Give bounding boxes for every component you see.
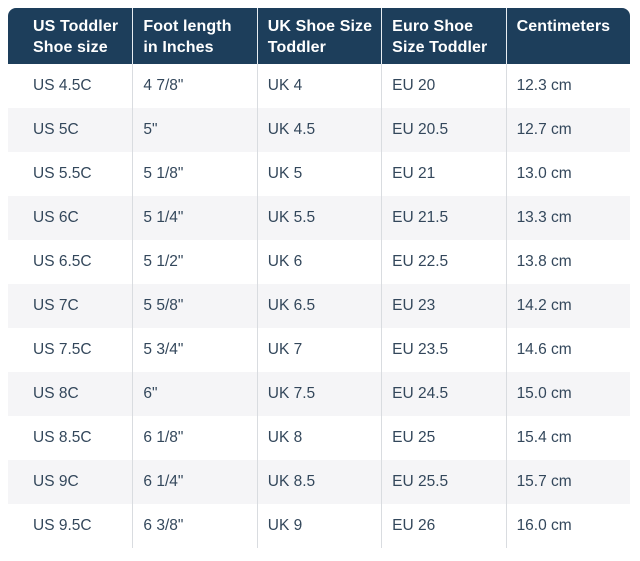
- cell-us-size: US 8C: [33, 385, 79, 402]
- cell-euro-size: EU 25: [381, 416, 505, 460]
- cell-euro-size: EU 21.5: [381, 196, 505, 240]
- cell-uk-size: UK 7: [256, 328, 381, 372]
- cell-euro-size: EU 23: [381, 284, 505, 328]
- cell-foot-length: 5 1/2": [132, 240, 256, 284]
- cell-uk-size: UK 5.5: [256, 196, 381, 240]
- column-header-us-size: US Toddler Shoe size: [8, 8, 133, 64]
- cell-foot-length: 6": [132, 372, 256, 416]
- table-row: US 5.5C 5 1/8" UK 5 EU 21 13.0 cm: [8, 152, 630, 196]
- cell-us-size: US 6.5C: [33, 253, 92, 270]
- cell-foot-length: 6 1/8": [132, 416, 256, 460]
- cell-us-size: US 5.5C: [33, 165, 92, 182]
- cell-euro-size: EU 26: [381, 504, 505, 548]
- cell-us-size: US 6C: [33, 209, 79, 226]
- cell-euro-size: EU 20: [381, 64, 505, 108]
- table-header: US Toddler Shoe size Foot length in Inche…: [8, 8, 630, 64]
- table-row: US 8C 6" UK 7.5 EU 24.5 15.0 cm: [8, 372, 630, 416]
- cell-centimeters: 16.0 cm: [505, 504, 630, 548]
- table-body: US 4.5C 4 7/8" UK 4 EU 20 12.3 cm US 5C 5" UK 4…: [8, 64, 630, 548]
- column-header-uk-size: UK Shoe Size Toddler: [256, 8, 382, 64]
- cell-uk-size: UK 5: [256, 152, 381, 196]
- cell-us-size: US 9.5C: [33, 517, 92, 534]
- cell-centimeters: 15.4 cm: [505, 416, 630, 460]
- cell-centimeters: 12.3 cm: [505, 64, 630, 108]
- cell-uk-size: UK 6.5: [256, 284, 381, 328]
- cell-uk-size: UK 8: [256, 416, 381, 460]
- cell-euro-size: EU 22.5: [381, 240, 505, 284]
- cell-uk-size: UK 7.5: [256, 372, 381, 416]
- cell-centimeters: 12.7 cm: [505, 108, 630, 152]
- cell-us-size: US 9C: [33, 473, 79, 490]
- cell-foot-length: 5": [132, 108, 256, 152]
- size-chart-container: US Toddler Shoe size Foot length in Inche…: [8, 8, 630, 548]
- cell-foot-length: 5 5/8": [132, 284, 256, 328]
- column-header-euro-size: Euro Shoe Size Toddler: [381, 8, 506, 64]
- table-row: US 8.5C 6 1/8" UK 8 EU 25 15.4 cm: [8, 416, 630, 460]
- table-row: US 9C 6 1/4" UK 8.5 EU 25.5 15.7 cm: [8, 460, 630, 504]
- cell-euro-size: EU 24.5: [381, 372, 505, 416]
- cell-uk-size: UK 6: [256, 240, 381, 284]
- cell-us-size: US 7C: [33, 297, 79, 314]
- table-row: US 7.5C 5 3/4" UK 7 EU 23.5 14.6 cm: [8, 328, 630, 372]
- table-row: US 9.5C 6 3/8" UK 9 EU 26 16.0 cm: [8, 504, 630, 548]
- header-row: US Toddler Shoe size Foot length in Inche…: [8, 8, 630, 64]
- cell-us-size: US 4.5C: [33, 77, 92, 94]
- toddler-shoe-size-table: US Toddler Shoe size Foot length in Inche…: [8, 8, 630, 548]
- cell-euro-size: EU 25.5: [381, 460, 505, 504]
- table-row: US 6.5C 5 1/2" UK 6 EU 22.5 13.8 cm: [8, 240, 630, 284]
- cell-centimeters: 15.7 cm: [505, 460, 630, 504]
- table-row: US 7C 5 5/8" UK 6.5 EU 23 14.2 cm: [8, 284, 630, 328]
- cell-euro-size: EU 23.5: [381, 328, 505, 372]
- cell-uk-size: UK 4.5: [256, 108, 381, 152]
- cell-centimeters: 13.8 cm: [505, 240, 630, 284]
- cell-foot-length: 6 3/8": [132, 504, 256, 548]
- cell-euro-size: EU 21: [381, 152, 505, 196]
- column-header-foot-length: Foot length in Inches: [132, 8, 257, 64]
- cell-us-size: US 5C: [33, 121, 79, 138]
- cell-uk-size: UK 8.5: [256, 460, 381, 504]
- cell-euro-size: EU 20.5: [381, 108, 505, 152]
- cell-centimeters: 13.3 cm: [505, 196, 630, 240]
- column-header-centimeters: Centimeters: [505, 8, 630, 64]
- cell-foot-length: 6 1/4": [132, 460, 256, 504]
- cell-centimeters: 13.0 cm: [505, 152, 630, 196]
- table-row: US 4.5C 4 7/8" UK 4 EU 20 12.3 cm: [8, 64, 630, 108]
- cell-foot-length: 5 3/4": [132, 328, 256, 372]
- cell-uk-size: UK 9: [256, 504, 381, 548]
- cell-centimeters: 14.6 cm: [505, 328, 630, 372]
- cell-foot-length: 5 1/4": [132, 196, 256, 240]
- cell-us-size: US 8.5C: [33, 429, 92, 446]
- cell-uk-size: UK 4: [256, 64, 381, 108]
- table-row: US 6C 5 1/4" UK 5.5 EU 21.5 13.3 cm: [8, 196, 630, 240]
- cell-centimeters: 14.2 cm: [505, 284, 630, 328]
- cell-us-size: US 7.5C: [33, 341, 92, 358]
- cell-centimeters: 15.0 cm: [505, 372, 630, 416]
- cell-foot-length: 4 7/8": [132, 64, 256, 108]
- table-row: US 5C 5" UK 4.5 EU 20.5 12.7 cm: [8, 108, 630, 152]
- cell-foot-length: 5 1/8": [132, 152, 256, 196]
